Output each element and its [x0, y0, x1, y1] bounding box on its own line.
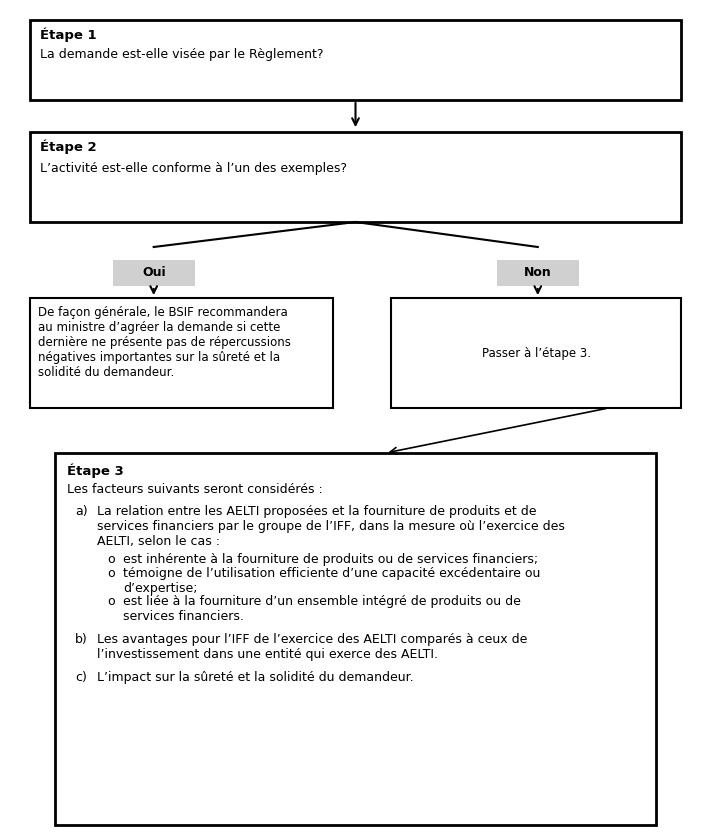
Text: Non: Non: [524, 266, 552, 280]
Text: o: o: [107, 567, 114, 580]
Text: Étape 2: Étape 2: [40, 140, 97, 155]
Text: o: o: [107, 595, 114, 608]
Bar: [30, 298, 333, 408]
Text: L’impact sur la sûreté et la solidité du demandeur.: L’impact sur la sûreté et la solidité du…: [97, 671, 414, 684]
Bar: [30, 132, 681, 222]
Bar: [391, 298, 681, 408]
Text: o: o: [107, 553, 114, 566]
Bar: [112, 260, 195, 286]
Bar: [55, 453, 656, 825]
Text: Étape 3: Étape 3: [67, 463, 124, 477]
Text: c): c): [75, 671, 87, 684]
Bar: [30, 20, 681, 100]
Text: Les facteurs suivants seront considérés :: Les facteurs suivants seront considérés …: [67, 483, 323, 496]
Text: La demande est-elle visée par le Règlement?: La demande est-elle visée par le Règleme…: [40, 48, 324, 61]
Text: L’activité est-elle conforme à l’un des exemples?: L’activité est-elle conforme à l’un des …: [40, 162, 347, 175]
Bar: [497, 260, 579, 286]
Text: Les avantages pour l’IFF de l’exercice des AELTI comparés à ceux de
l’investisse: Les avantages pour l’IFF de l’exercice d…: [97, 633, 528, 661]
Text: Passer à l’étape 3.: Passer à l’étape 3.: [481, 346, 591, 360]
Text: a): a): [75, 505, 87, 518]
Text: Oui: Oui: [142, 266, 166, 280]
Text: est liée à la fourniture d’un ensemble intégré de produits ou de
services financ: est liée à la fourniture d’un ensemble i…: [123, 595, 521, 623]
Text: Étape 1: Étape 1: [40, 28, 97, 43]
Text: témoigne de l’utilisation efficiente d’une capacité excédentaire ou
d’expertise;: témoigne de l’utilisation efficiente d’u…: [123, 567, 540, 595]
Text: est inhérente à la fourniture de produits ou de services financiers;: est inhérente à la fourniture de produit…: [123, 553, 538, 566]
Text: La relation entre les AELTI proposées et la fourniture de produits et de
service: La relation entre les AELTI proposées et…: [97, 505, 565, 548]
Text: b): b): [75, 633, 87, 646]
Text: De façon générale, le BSIF recommandera
au ministre d’agréer la demande si cette: De façon générale, le BSIF recommandera …: [38, 306, 291, 379]
